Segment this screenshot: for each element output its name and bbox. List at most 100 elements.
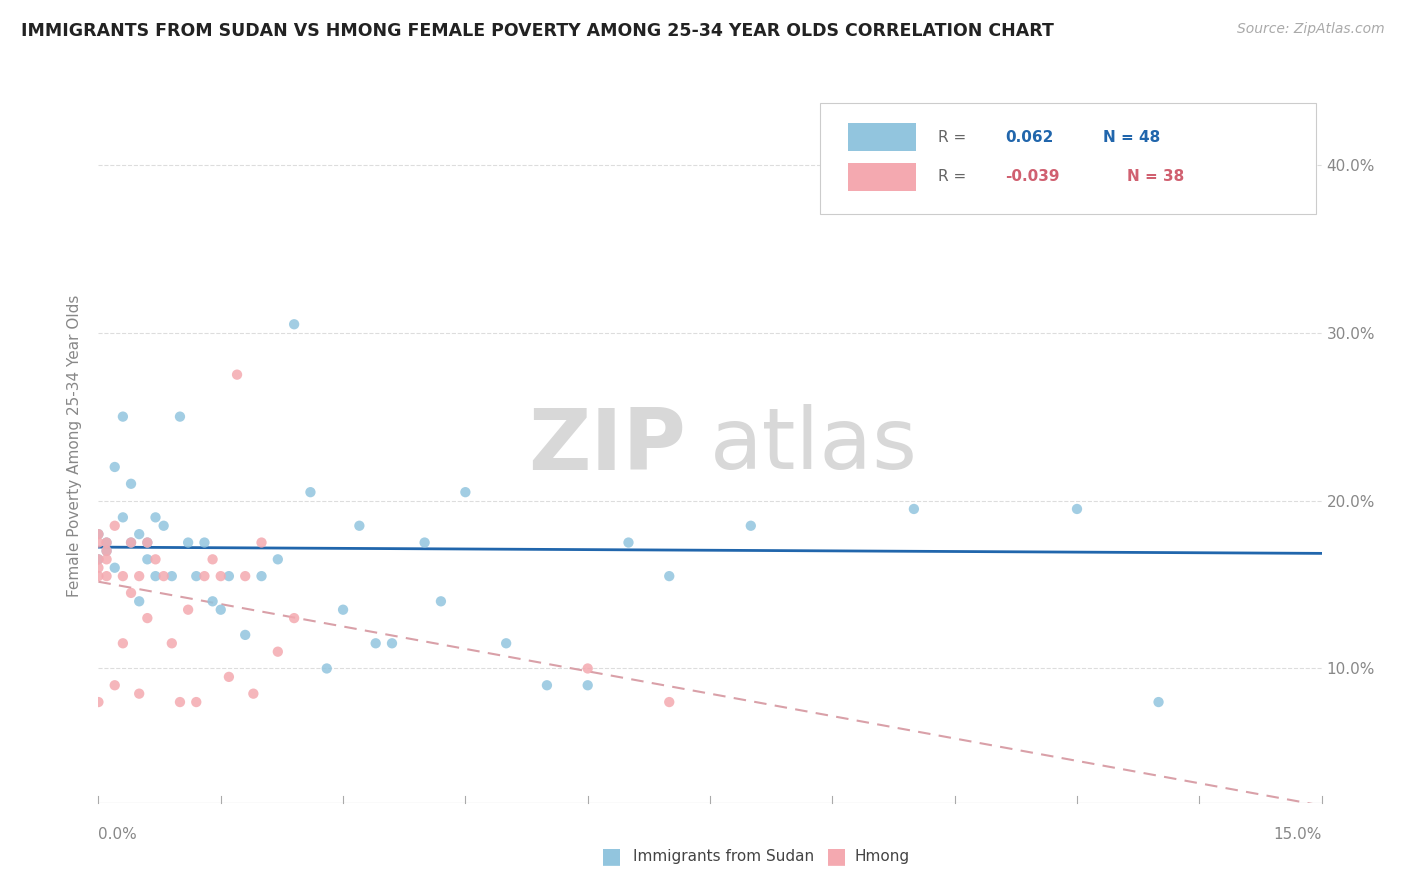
Point: [87, 695, 110, 709]
Point: [87, 552, 110, 566]
Point: [145, 569, 167, 583]
FancyBboxPatch shape: [848, 163, 915, 191]
Point: [104, 460, 127, 475]
Text: ZIP: ZIP: [527, 404, 686, 488]
Point: [120, 535, 142, 549]
Point: [299, 485, 322, 500]
Point: [152, 518, 174, 533]
Point: [96, 544, 118, 558]
Point: [128, 687, 150, 701]
Point: [177, 535, 200, 549]
Point: [186, 695, 208, 709]
Point: [111, 409, 134, 424]
Point: [96, 535, 118, 549]
Text: Source: ZipAtlas.com: Source: ZipAtlas.com: [1237, 22, 1385, 37]
Point: [201, 552, 224, 566]
Point: [576, 678, 599, 692]
Point: [218, 670, 240, 684]
Point: [128, 527, 150, 541]
Point: [87, 527, 110, 541]
Point: [315, 661, 337, 675]
Point: [332, 603, 354, 617]
Point: [903, 502, 925, 516]
Text: Immigrants from Sudan: Immigrants from Sudan: [633, 849, 814, 863]
Point: [740, 518, 762, 533]
Text: ■: ■: [602, 847, 621, 866]
Point: [267, 645, 290, 659]
Point: [136, 611, 159, 625]
Point: [430, 594, 453, 608]
Point: [87, 569, 110, 583]
Point: [617, 535, 640, 549]
Point: [283, 318, 305, 332]
Point: [495, 636, 517, 650]
Text: Hmong: Hmong: [855, 849, 910, 863]
Text: ■: ■: [827, 847, 846, 866]
Text: R =: R =: [938, 129, 970, 145]
Point: [381, 636, 404, 650]
Point: [226, 368, 249, 382]
Point: [658, 569, 681, 583]
Point: [120, 535, 142, 549]
Point: [209, 603, 232, 617]
Point: [152, 569, 174, 583]
Point: [242, 687, 264, 701]
Point: [209, 569, 232, 583]
Point: [136, 552, 159, 566]
Point: [169, 695, 191, 709]
Text: 0.0%: 0.0%: [98, 827, 138, 841]
Point: [536, 678, 558, 692]
Point: [120, 586, 142, 600]
Point: [111, 636, 134, 650]
Point: [193, 535, 215, 549]
Text: N = 38: N = 38: [1128, 169, 1184, 185]
Point: [349, 518, 371, 533]
Point: [233, 628, 256, 642]
Point: [233, 569, 256, 583]
Point: [283, 611, 305, 625]
Text: R =: R =: [938, 169, 970, 185]
Point: [218, 569, 240, 583]
Point: [87, 527, 110, 541]
Y-axis label: Female Poverty Among 25-34 Year Olds: Female Poverty Among 25-34 Year Olds: [67, 295, 83, 597]
Point: [104, 518, 127, 533]
Point: [96, 535, 118, 549]
Point: [120, 476, 142, 491]
Point: [169, 409, 191, 424]
Point: [136, 535, 159, 549]
Point: [250, 569, 273, 583]
Point: [177, 603, 200, 617]
Point: [454, 485, 477, 500]
Point: [104, 560, 127, 574]
Point: [186, 569, 208, 583]
Point: [104, 678, 127, 692]
Point: [576, 661, 599, 675]
Point: [364, 636, 387, 650]
Text: N = 48: N = 48: [1102, 129, 1160, 145]
Point: [145, 552, 167, 566]
Point: [87, 535, 110, 549]
Point: [96, 569, 118, 583]
Point: [96, 544, 118, 558]
Point: [111, 569, 134, 583]
Point: [250, 535, 273, 549]
Point: [1147, 695, 1170, 709]
FancyBboxPatch shape: [820, 103, 1316, 214]
Point: [193, 569, 215, 583]
Point: [160, 636, 183, 650]
Point: [1066, 502, 1088, 516]
Point: [87, 552, 110, 566]
Point: [267, 552, 290, 566]
Point: [128, 594, 150, 608]
Point: [658, 695, 681, 709]
FancyBboxPatch shape: [848, 123, 915, 151]
Point: [413, 535, 436, 549]
Point: [136, 535, 159, 549]
Text: -0.039: -0.039: [1005, 169, 1059, 185]
Point: [96, 552, 118, 566]
Point: [128, 569, 150, 583]
Text: 15.0%: 15.0%: [1274, 827, 1322, 841]
Point: [160, 569, 183, 583]
Point: [145, 510, 167, 524]
Point: [201, 594, 224, 608]
